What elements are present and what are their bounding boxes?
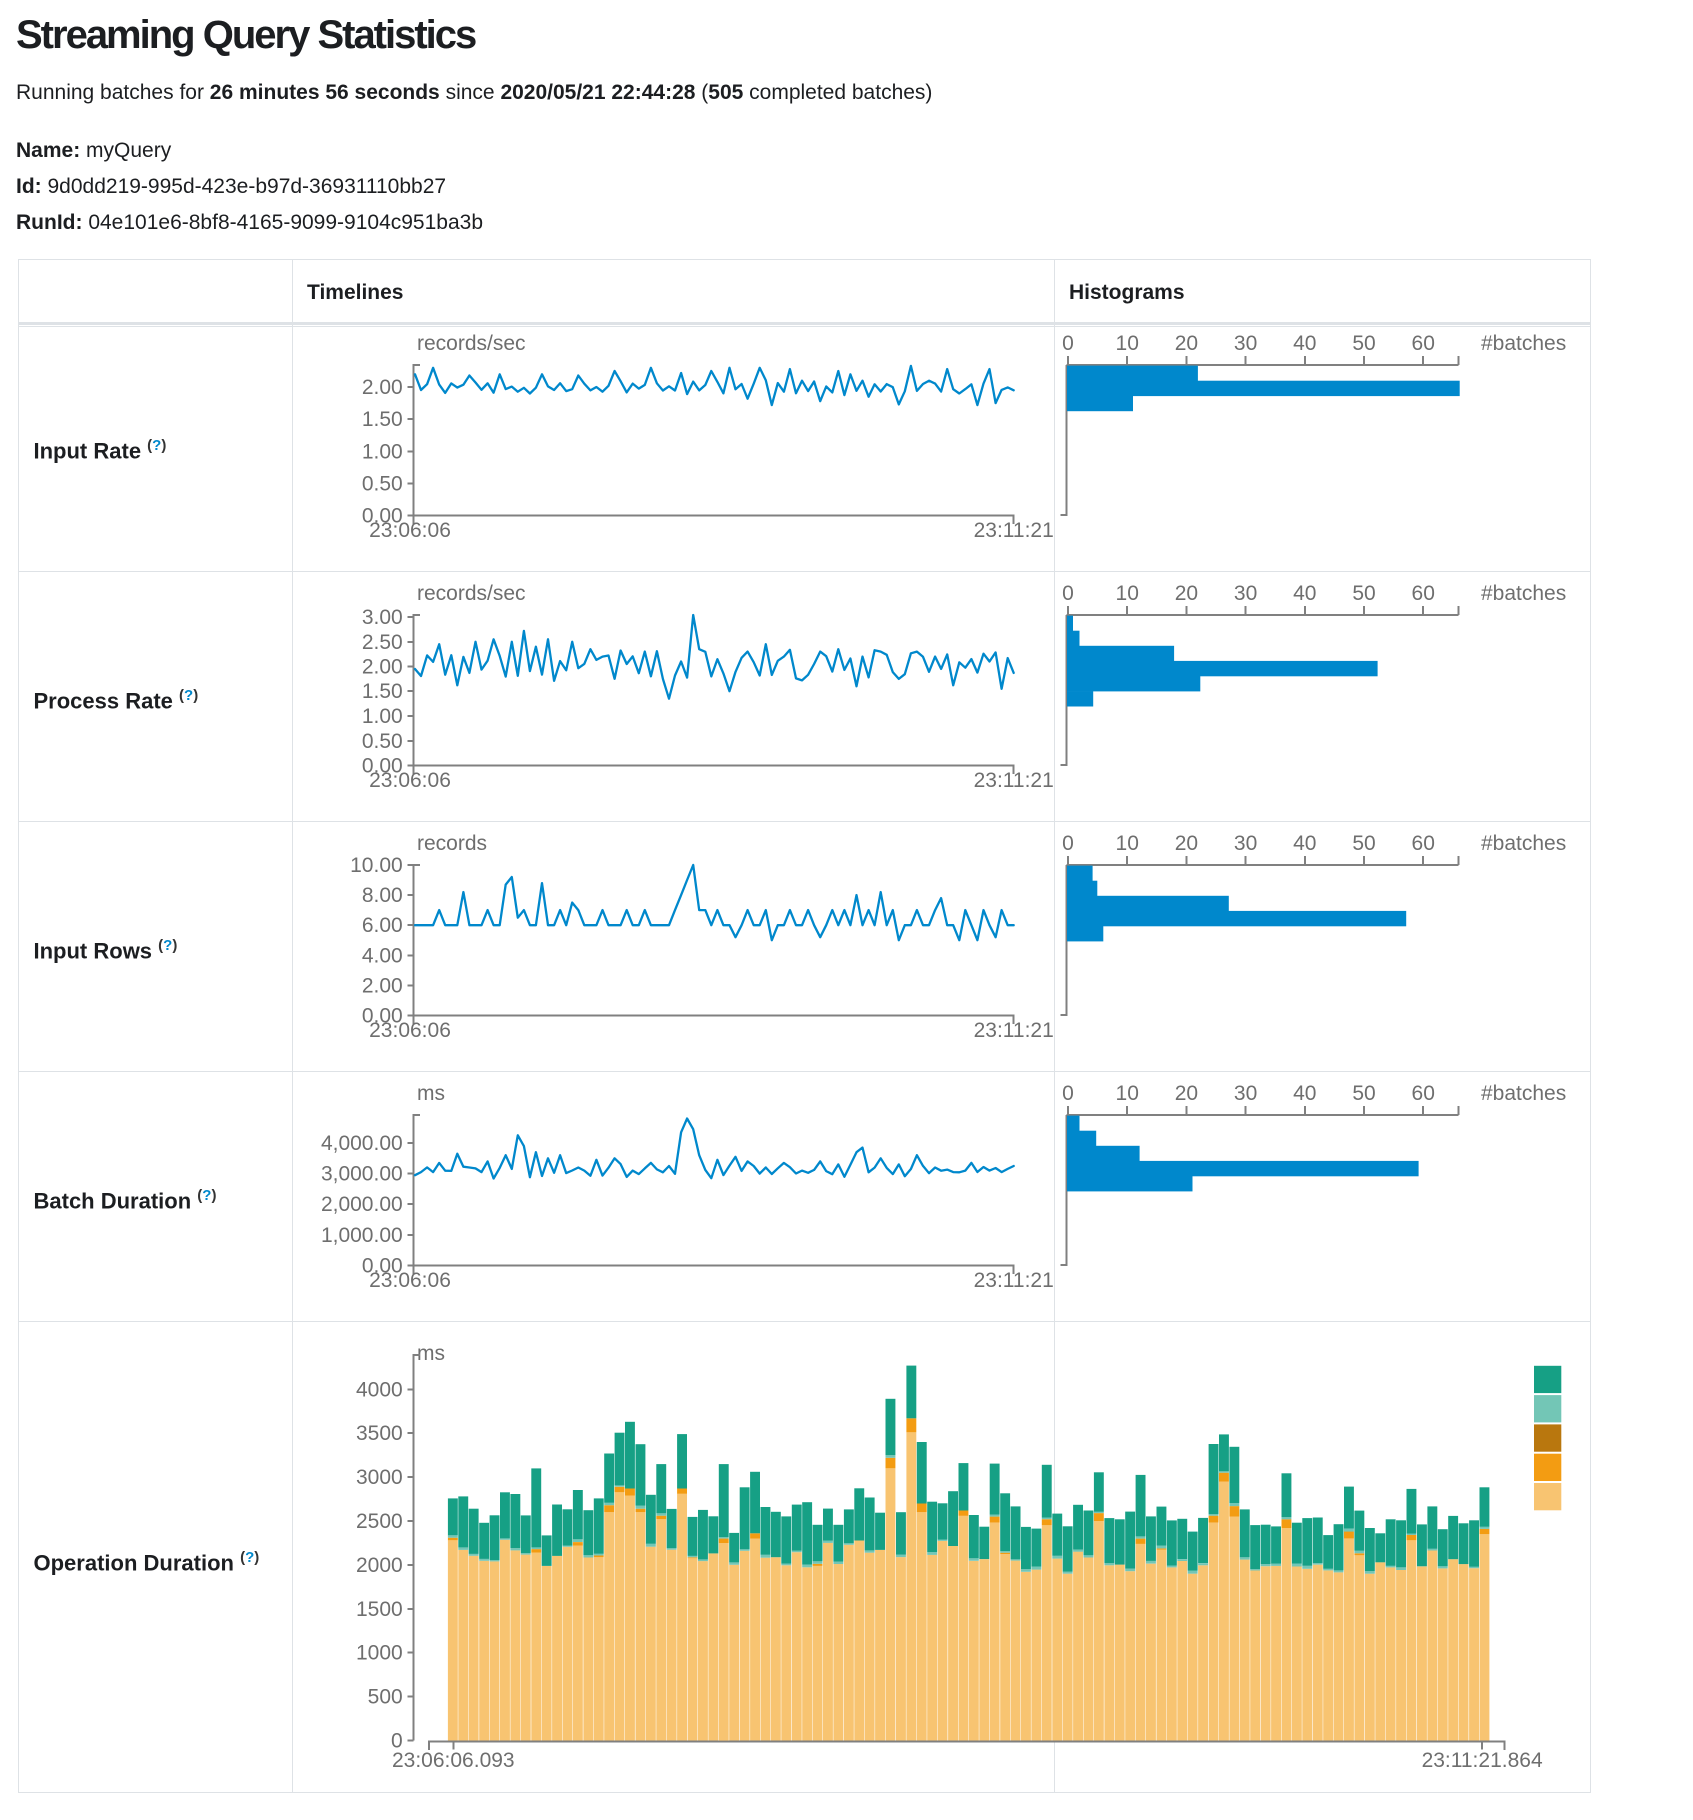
svg-text:ms: ms [417,1342,445,1365]
svg-text:records/sec: records/sec [417,332,526,355]
svg-text:23:11:21: 23:11:21 [974,1019,1054,1042]
svg-text:23:06:06: 23:06:06 [369,1269,451,1292]
svg-text:23:11:21: 23:11:21 [974,769,1054,792]
svg-text:20: 20 [1175,582,1198,605]
svg-text:3.00: 3.00 [362,606,403,629]
svg-text:23:06:06.093: 23:06:06.093 [392,1749,515,1772]
svg-text:1.50: 1.50 [362,680,403,703]
svg-text:10: 10 [1116,832,1139,855]
svg-text:1.00: 1.00 [362,440,403,463]
svg-text:1,000.00: 1,000.00 [321,1224,403,1247]
svg-text:0: 0 [391,1730,403,1753]
svg-text:30: 30 [1234,832,1257,855]
svg-text:#batches: #batches [1481,582,1566,605]
svg-text:40: 40 [1293,582,1316,605]
svg-text:60: 60 [1412,582,1435,605]
svg-text:0.00: 0.00 [362,505,403,528]
svg-text:records: records [417,832,487,855]
svg-text:0: 0 [1062,332,1074,355]
svg-text:2.50: 2.50 [362,631,403,654]
svg-text:1.50: 1.50 [362,408,403,431]
svg-text:0: 0 [1062,1082,1074,1105]
svg-text:40: 40 [1293,832,1316,855]
svg-text:30: 30 [1234,332,1257,355]
svg-text:1000: 1000 [356,1642,403,1665]
svg-text:20: 20 [1175,1082,1198,1105]
svg-text:0: 0 [1062,832,1074,855]
svg-text:1.00: 1.00 [362,705,403,728]
svg-text:records/sec: records/sec [417,582,526,605]
svg-text:10: 10 [1116,332,1139,355]
svg-text:20: 20 [1175,832,1198,855]
svg-text:23:06:06: 23:06:06 [369,1019,451,1042]
svg-text:40: 40 [1293,1082,1316,1105]
svg-text:10.00: 10.00 [350,854,403,877]
svg-text:#batches: #batches [1481,1082,1566,1105]
svg-text:2.00: 2.00 [362,376,403,399]
svg-text:50: 50 [1352,832,1375,855]
svg-text:ms: ms [417,1082,445,1105]
svg-text:0.00: 0.00 [362,755,403,778]
svg-text:0.00: 0.00 [362,1255,403,1278]
svg-text:3500: 3500 [356,1422,403,1445]
svg-text:3000: 3000 [356,1466,403,1489]
svg-text:60: 60 [1412,832,1435,855]
svg-text:40: 40 [1293,332,1316,355]
svg-text:23:11:21: 23:11:21 [974,1269,1054,1292]
svg-text:10: 10 [1116,582,1139,605]
svg-text:2000: 2000 [356,1554,403,1577]
svg-text:50: 50 [1352,332,1375,355]
svg-text:500: 500 [368,1686,403,1709]
svg-text:2500: 2500 [356,1510,403,1533]
svg-text:4000: 4000 [356,1378,403,1401]
svg-text:23:11:21.864: 23:11:21.864 [1422,1749,1543,1772]
svg-text:50: 50 [1352,582,1375,605]
svg-text:#batches: #batches [1481,832,1566,855]
svg-text:1500: 1500 [356,1598,403,1621]
svg-text:50: 50 [1352,1082,1375,1105]
svg-text:0.50: 0.50 [362,472,403,495]
svg-text:30: 30 [1234,582,1257,605]
svg-text:2,000.00: 2,000.00 [321,1193,403,1216]
svg-text:3,000.00: 3,000.00 [321,1163,403,1186]
svg-text:0: 0 [1062,582,1074,605]
svg-text:30: 30 [1234,1082,1257,1105]
svg-text:0.00: 0.00 [362,1005,403,1028]
svg-text:6.00: 6.00 [362,914,403,937]
svg-text:0.50: 0.50 [362,730,403,753]
svg-text:23:06:06: 23:06:06 [369,519,451,542]
svg-text:10: 10 [1116,1082,1139,1105]
svg-text:60: 60 [1412,332,1435,355]
svg-text:2.00: 2.00 [362,656,403,679]
svg-text:#batches: #batches [1481,332,1566,355]
svg-text:60: 60 [1412,1082,1435,1105]
svg-text:20: 20 [1175,332,1198,355]
svg-text:4,000.00: 4,000.00 [321,1132,403,1155]
svg-text:2.00: 2.00 [362,974,403,997]
svg-text:23:11:21: 23:11:21 [974,519,1054,542]
svg-text:8.00: 8.00 [362,884,403,907]
svg-text:4.00: 4.00 [362,944,403,967]
svg-text:23:06:06: 23:06:06 [369,769,451,792]
